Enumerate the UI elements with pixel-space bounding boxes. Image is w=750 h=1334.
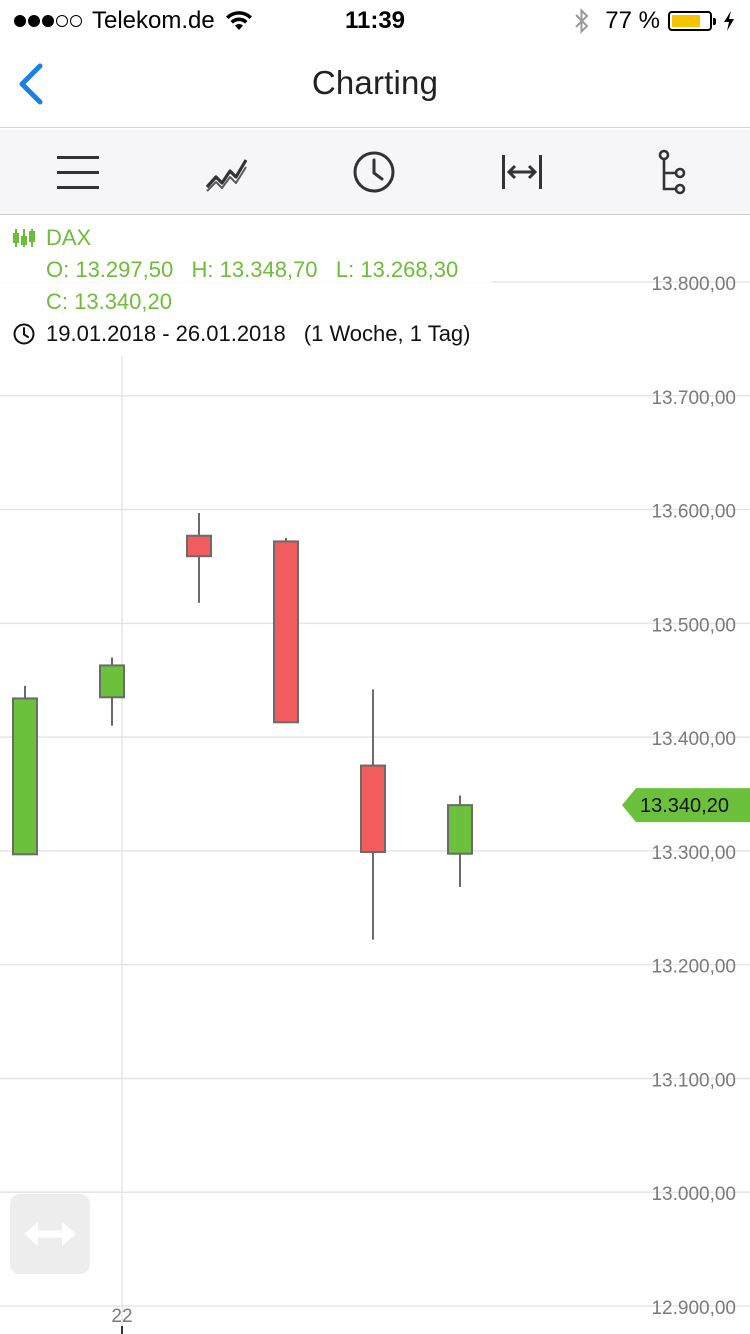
candle-body (360, 764, 386, 854)
period-detail: (1 Woche, 1 Tag) (303, 321, 471, 346)
ohlc-values: O: 13.297,50 H: 13.348,70 L: 13.268,30 (46, 257, 459, 282)
y-axis-label: 13.500,00 (651, 615, 736, 636)
battery-icon (668, 11, 716, 31)
page-title: Charting (311, 64, 439, 101)
tree-branch-icon (658, 149, 686, 195)
chevron-left-icon (19, 63, 43, 105)
y-axis-label: 13.300,00 (651, 843, 736, 864)
last-price-label: 13.340,20 (640, 795, 729, 817)
last-price-tag (622, 788, 750, 823)
battery-percent: 77 % (605, 7, 660, 34)
line-chart-icon (205, 159, 248, 192)
time-range-button[interactable] (348, 147, 400, 197)
y-axis-label: 13.200,00 (651, 957, 736, 978)
menu-button[interactable] (52, 147, 104, 197)
signal-dot (70, 15, 82, 27)
candlestick-chart[interactable]: 13.800,00 13.700,00 13.600,00 13.500,00 13.4… (0, 216, 750, 1334)
x-axis-label: 22 (111, 1306, 132, 1327)
candle-body (447, 804, 473, 855)
horizontal-expand-icon (502, 155, 542, 189)
horizontal-arrows-icon (24, 1222, 76, 1246)
wifi-icon (225, 11, 252, 30)
pan-toggle-button[interactable] (10, 1194, 90, 1274)
y-axis-label: 12.900,00 (651, 1298, 736, 1319)
navigation-bar: Charting (0, 40, 750, 128)
charging-bolt-icon (724, 11, 734, 31)
period-range: 19.01.2018 - 26.01.2018 (46, 321, 286, 346)
info-background (0, 222, 492, 284)
signal-strength-icon (14, 15, 84, 27)
y-axis-label: 13.100,00 (651, 1070, 736, 1091)
bluetooth-icon (575, 8, 589, 34)
close-value: C: 13.340,20 (46, 289, 172, 314)
y-axis-label: 13.000,00 (651, 1184, 736, 1205)
chart-toolbar (0, 129, 750, 215)
signal-dot (56, 15, 68, 27)
carrier-name: Telekom.de (92, 7, 215, 34)
y-axis-label: 13.800,00 (651, 274, 736, 295)
signal-dot (42, 15, 54, 27)
battery-level (672, 15, 700, 27)
clock-icon (353, 151, 395, 193)
candle-body (99, 664, 125, 699)
candle-body (12, 697, 38, 856)
instrument-symbol: DAX (46, 225, 92, 250)
chart-type-button[interactable] (200, 147, 252, 197)
candle-body (186, 534, 212, 558)
y-axis-label: 13.700,00 (651, 388, 736, 409)
status-bar: Telekom.de 11:39 77 % (0, 0, 750, 40)
candle-body (273, 540, 299, 724)
zoom-range-button[interactable] (496, 147, 548, 197)
hamburger-menu-icon (57, 156, 99, 189)
signal-dot (28, 15, 40, 27)
instrument-info: DAX O: 13.297,50 H: 13.348,70 L: 13.268,… (0, 222, 500, 350)
y-axis-label: 13.400,00 (651, 729, 736, 750)
candlestick-icon (13, 229, 35, 247)
y-axis-label: 13.600,00 (651, 502, 736, 523)
clock-icon (13, 323, 35, 345)
signal-dot (14, 15, 26, 27)
indicators-button[interactable] (644, 147, 696, 197)
back-button[interactable] (8, 54, 64, 114)
chart-canvas[interactable]: 13.800,00 13.700,00 13.600,00 13.500,00 13.4… (0, 216, 750, 1334)
